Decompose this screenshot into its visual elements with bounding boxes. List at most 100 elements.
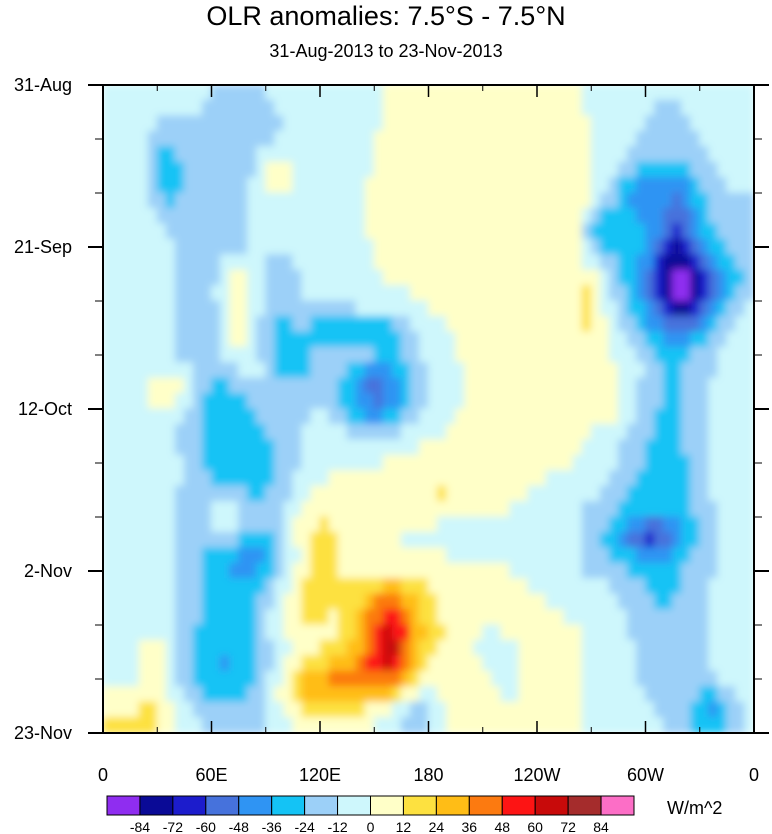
- heatmap-cell: [708, 315, 719, 333]
- heatmap-cell: [274, 207, 285, 225]
- heatmap-cell: [563, 85, 574, 101]
- heatmap-cell: [319, 115, 330, 132]
- heatmap-cell: [500, 161, 511, 179]
- heatmap-cell: [527, 331, 538, 348]
- heatmap-cell: [183, 161, 194, 179]
- heatmap-cell: [211, 624, 222, 641]
- colorbar-swatch: [337, 795, 371, 816]
- heatmap-cell: [554, 269, 565, 287]
- heatmap-cell: [626, 300, 637, 317]
- heatmap-cell: [572, 609, 583, 626]
- heatmap-cell: [310, 238, 321, 256]
- heatmap-cell: [292, 300, 303, 317]
- heatmap-cell: [563, 439, 574, 456]
- heatmap-cell: [518, 161, 529, 179]
- heatmap-cell: [672, 238, 683, 256]
- heatmap-cell: [418, 315, 429, 333]
- heatmap-cell: [690, 238, 701, 256]
- heatmap-cell: [455, 254, 466, 271]
- heatmap-cell: [373, 130, 384, 148]
- heatmap-cell: [491, 331, 502, 348]
- heatmap-cell: [120, 485, 131, 503]
- heatmap-cell: [310, 516, 321, 533]
- heatmap-cell: [744, 254, 754, 271]
- heatmap-cell: [663, 717, 674, 733]
- heatmap-cell: [726, 346, 737, 364]
- heatmap-cell: [735, 578, 746, 595]
- heatmap-cell: [147, 346, 158, 364]
- heatmap-cell: [518, 99, 529, 117]
- heatmap-cell: [690, 99, 701, 117]
- heatmap-cell: [156, 362, 167, 379]
- heatmap-cell: [238, 177, 249, 194]
- heatmap-cell: [328, 593, 339, 611]
- heatmap-cell: [364, 454, 375, 472]
- heatmap-cell: [156, 501, 167, 518]
- heatmap-cell: [256, 146, 267, 163]
- heatmap-cell: [147, 501, 158, 518]
- heatmap-cell: [265, 624, 276, 641]
- x-tick-label: 0: [98, 765, 108, 785]
- heatmap-cell: [256, 686, 267, 703]
- heatmap-cell: [183, 454, 194, 472]
- heatmap-cell: [165, 501, 176, 518]
- heatmap-cell: [455, 609, 466, 626]
- heatmap-cell: [391, 531, 402, 549]
- heatmap-cell: [446, 146, 457, 163]
- heatmap-cell: [156, 146, 167, 163]
- heatmap-cell: [174, 547, 185, 564]
- heatmap-cell: [500, 423, 511, 441]
- heatmap-cell: [192, 177, 203, 194]
- heatmap-cell: [608, 285, 619, 302]
- heatmap-cell: [346, 485, 357, 503]
- heatmap-cell: [382, 531, 393, 549]
- heatmap-cell: [654, 115, 665, 132]
- heatmap-cell: [581, 331, 592, 348]
- heatmap-cell: [554, 146, 565, 163]
- heatmap-cell: [346, 161, 357, 179]
- heatmap-cell: [220, 331, 231, 348]
- heatmap-cell: [699, 207, 710, 225]
- heatmap-cell: [572, 562, 583, 580]
- heatmap-cell: [409, 547, 420, 564]
- heatmap-cell: [428, 686, 439, 703]
- heatmap-cell: [310, 362, 321, 379]
- heatmap-cell: [337, 207, 348, 225]
- heatmap-cell: [726, 547, 737, 564]
- heatmap-cell: [247, 423, 258, 441]
- heatmap-cell: [283, 315, 294, 333]
- heatmap-cell: [518, 238, 529, 256]
- heatmap-cell: [464, 624, 475, 641]
- heatmap-cell: [211, 238, 222, 256]
- heatmap-cell: [482, 547, 493, 564]
- heatmap-cell: [382, 377, 393, 395]
- heatmap-cell: [563, 331, 574, 348]
- heatmap-cell: [617, 593, 628, 611]
- heatmap-cell: [156, 99, 167, 117]
- heatmap-cell: [409, 624, 420, 641]
- heatmap-cell: [201, 377, 212, 395]
- heatmap-cell: [464, 207, 475, 225]
- heatmap-cell: [165, 115, 176, 132]
- heatmap-cell: [446, 531, 457, 549]
- heatmap-cell: [301, 285, 312, 302]
- heatmap-cell: [211, 192, 222, 209]
- heatmap-cell: [283, 439, 294, 456]
- heatmap-cell: [382, 516, 393, 533]
- heatmap-cell: [265, 470, 276, 487]
- heatmap-cell: [690, 315, 701, 333]
- heatmap-cell: [635, 300, 646, 317]
- heatmap-cell: [708, 177, 719, 194]
- heatmap-cell: [409, 99, 420, 117]
- heatmap-cell: [147, 686, 158, 703]
- heatmap-cell: [482, 285, 493, 302]
- heatmap-cell: [554, 85, 565, 101]
- heatmap-cell: [328, 439, 339, 456]
- heatmap-cell: [545, 501, 556, 518]
- heatmap-cell: [138, 501, 149, 518]
- heatmap-cell: [129, 115, 140, 132]
- heatmap-cell: [437, 670, 448, 688]
- heatmap-cell: [635, 454, 646, 472]
- heatmap-cell: [645, 454, 656, 472]
- heatmap-cell: [328, 501, 339, 518]
